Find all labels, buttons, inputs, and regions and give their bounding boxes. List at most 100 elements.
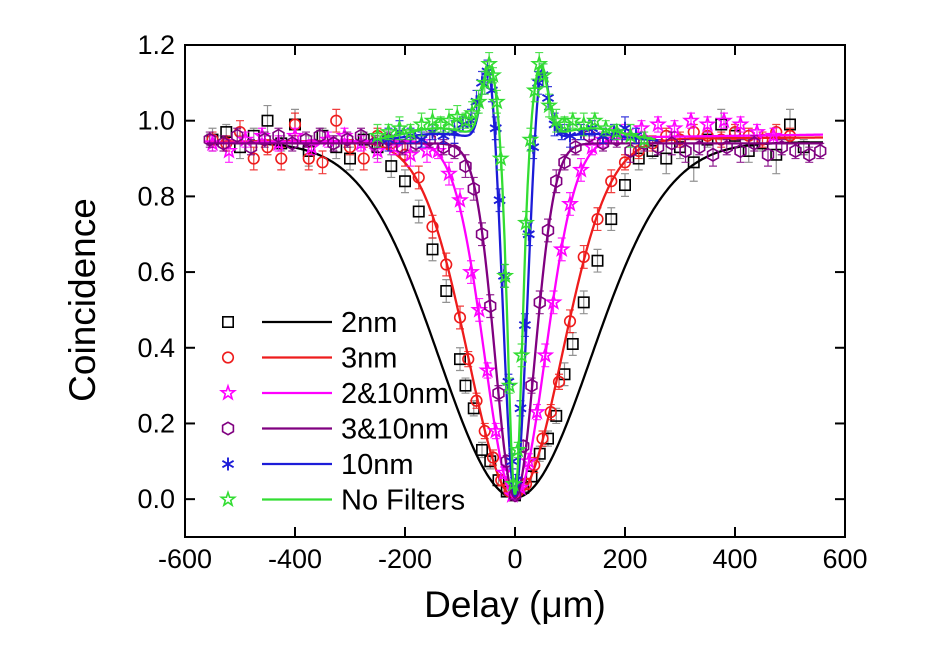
data-point-marker: [512, 345, 531, 363]
data-point-marker: [330, 114, 343, 127]
data-point-marker: [789, 143, 802, 159]
data-point-marker: [396, 140, 409, 155]
error-bar: [695, 139, 704, 156]
data-point-marker: [731, 115, 750, 133]
data-point-marker: [693, 140, 706, 155]
data-point-marker: [706, 147, 720, 162]
error-bar: [805, 146, 814, 163]
data-point-marker: [299, 132, 313, 147]
data-point-marker: [483, 65, 503, 83]
x-tick-label: 400: [712, 544, 757, 574]
data-point-marker: [560, 194, 580, 212]
legend-item-2nm: 2nm: [222, 307, 397, 339]
legend-item-10nm: 10nm: [221, 449, 414, 481]
data-point-marker: [566, 337, 579, 350]
y-tick-label: 0.0: [137, 484, 175, 514]
data-point-marker: [698, 115, 717, 133]
error-bar: [260, 131, 269, 148]
legend-label: 3&10nm: [341, 414, 449, 446]
data-point-marker: [635, 130, 654, 148]
data-point-marker: [544, 406, 557, 419]
data-point-marker: [651, 140, 665, 155]
legend-label: 2nm: [341, 307, 397, 339]
legend-item-3nm: 3nm: [221, 343, 397, 375]
x-tick-label: -200: [378, 544, 432, 574]
data-point-marker: [469, 92, 488, 110]
data-point-marker: [487, 92, 506, 110]
data-point-marker: [327, 136, 340, 151]
data-point-marker: [484, 298, 497, 314]
data-point-marker: [341, 132, 354, 147]
data-point-marker: [426, 220, 439, 233]
data-point-marker: [269, 133, 288, 152]
data-point-marker: [379, 122, 398, 140]
error-bar: [442, 279, 451, 303]
data-point-marker: [563, 315, 577, 328]
legend-item-210nm: 2&10nm: [219, 378, 449, 410]
error-bar: [318, 150, 327, 175]
y-tick-label: 0.8: [137, 181, 175, 211]
legend-marker: [219, 490, 237, 508]
x-tick-label: -600: [158, 544, 212, 574]
y-tick-label: 1.0: [137, 106, 175, 136]
data-point-marker: [354, 128, 368, 143]
data-point-marker: [521, 130, 540, 148]
error-bar: [205, 131, 214, 148]
data-point-marker: [552, 375, 566, 388]
data-point-marker: [605, 175, 618, 188]
error-bar: [332, 108, 341, 133]
data-point-marker: [401, 145, 420, 163]
x-tick-label: -400: [268, 544, 322, 574]
error-bar: [777, 139, 786, 156]
x-tick-label: 0: [507, 544, 522, 574]
data-point-marker: [440, 284, 453, 297]
data-point-marker: [665, 118, 684, 136]
data-point-marker: [486, 451, 500, 464]
data-point-marker: [478, 361, 497, 379]
data-point-marker: [244, 140, 258, 155]
x-axis-title: Delay (μm): [424, 584, 606, 625]
data-points: [368, 54, 654, 492]
data-point-marker: [621, 126, 640, 144]
data-point-marker: [475, 227, 489, 242]
data-point-marker: [470, 394, 483, 407]
error-bar: [722, 139, 731, 156]
y-tick-label: 0.4: [137, 333, 175, 363]
data-point-marker: [605, 213, 618, 226]
data-point-marker: [217, 136, 230, 151]
error-bar: [621, 173, 629, 197]
data-point-marker: [252, 126, 272, 144]
error-bar: [401, 169, 409, 194]
error-bar: [579, 290, 588, 315]
data-point-marker: [814, 143, 827, 159]
data-point-marker: [480, 54, 499, 72]
data-point-marker: [450, 190, 470, 208]
data-point-marker: [492, 386, 505, 401]
data-point-marker: [463, 103, 482, 121]
data-point-marker: [496, 266, 515, 284]
data-point-marker: [525, 378, 538, 393]
data-point-marker: [569, 140, 582, 155]
data-point-marker: [504, 474, 523, 492]
data-point-marker: [486, 421, 505, 439]
legend-label: No Filters: [341, 485, 465, 517]
data-point-marker: [478, 424, 491, 438]
data-point-marker: [775, 140, 788, 155]
data-point-marker: [401, 122, 420, 140]
data-point-marker: [286, 136, 299, 151]
data-point-marker: [540, 96, 559, 114]
data-point-marker: [764, 126, 783, 144]
data-point-marker: [448, 143, 461, 159]
data-point-marker: [803, 147, 816, 162]
data-point-marker: [461, 262, 481, 280]
legend-marker: [221, 457, 235, 471]
data-point-marker: [453, 353, 466, 366]
data-point-marker: [747, 122, 767, 140]
data-point-marker: [618, 179, 631, 192]
data-point-marker: [368, 126, 387, 144]
data-point-marker: [500, 376, 519, 394]
data-point-marker: [412, 171, 425, 184]
error-bar: [247, 139, 255, 156]
